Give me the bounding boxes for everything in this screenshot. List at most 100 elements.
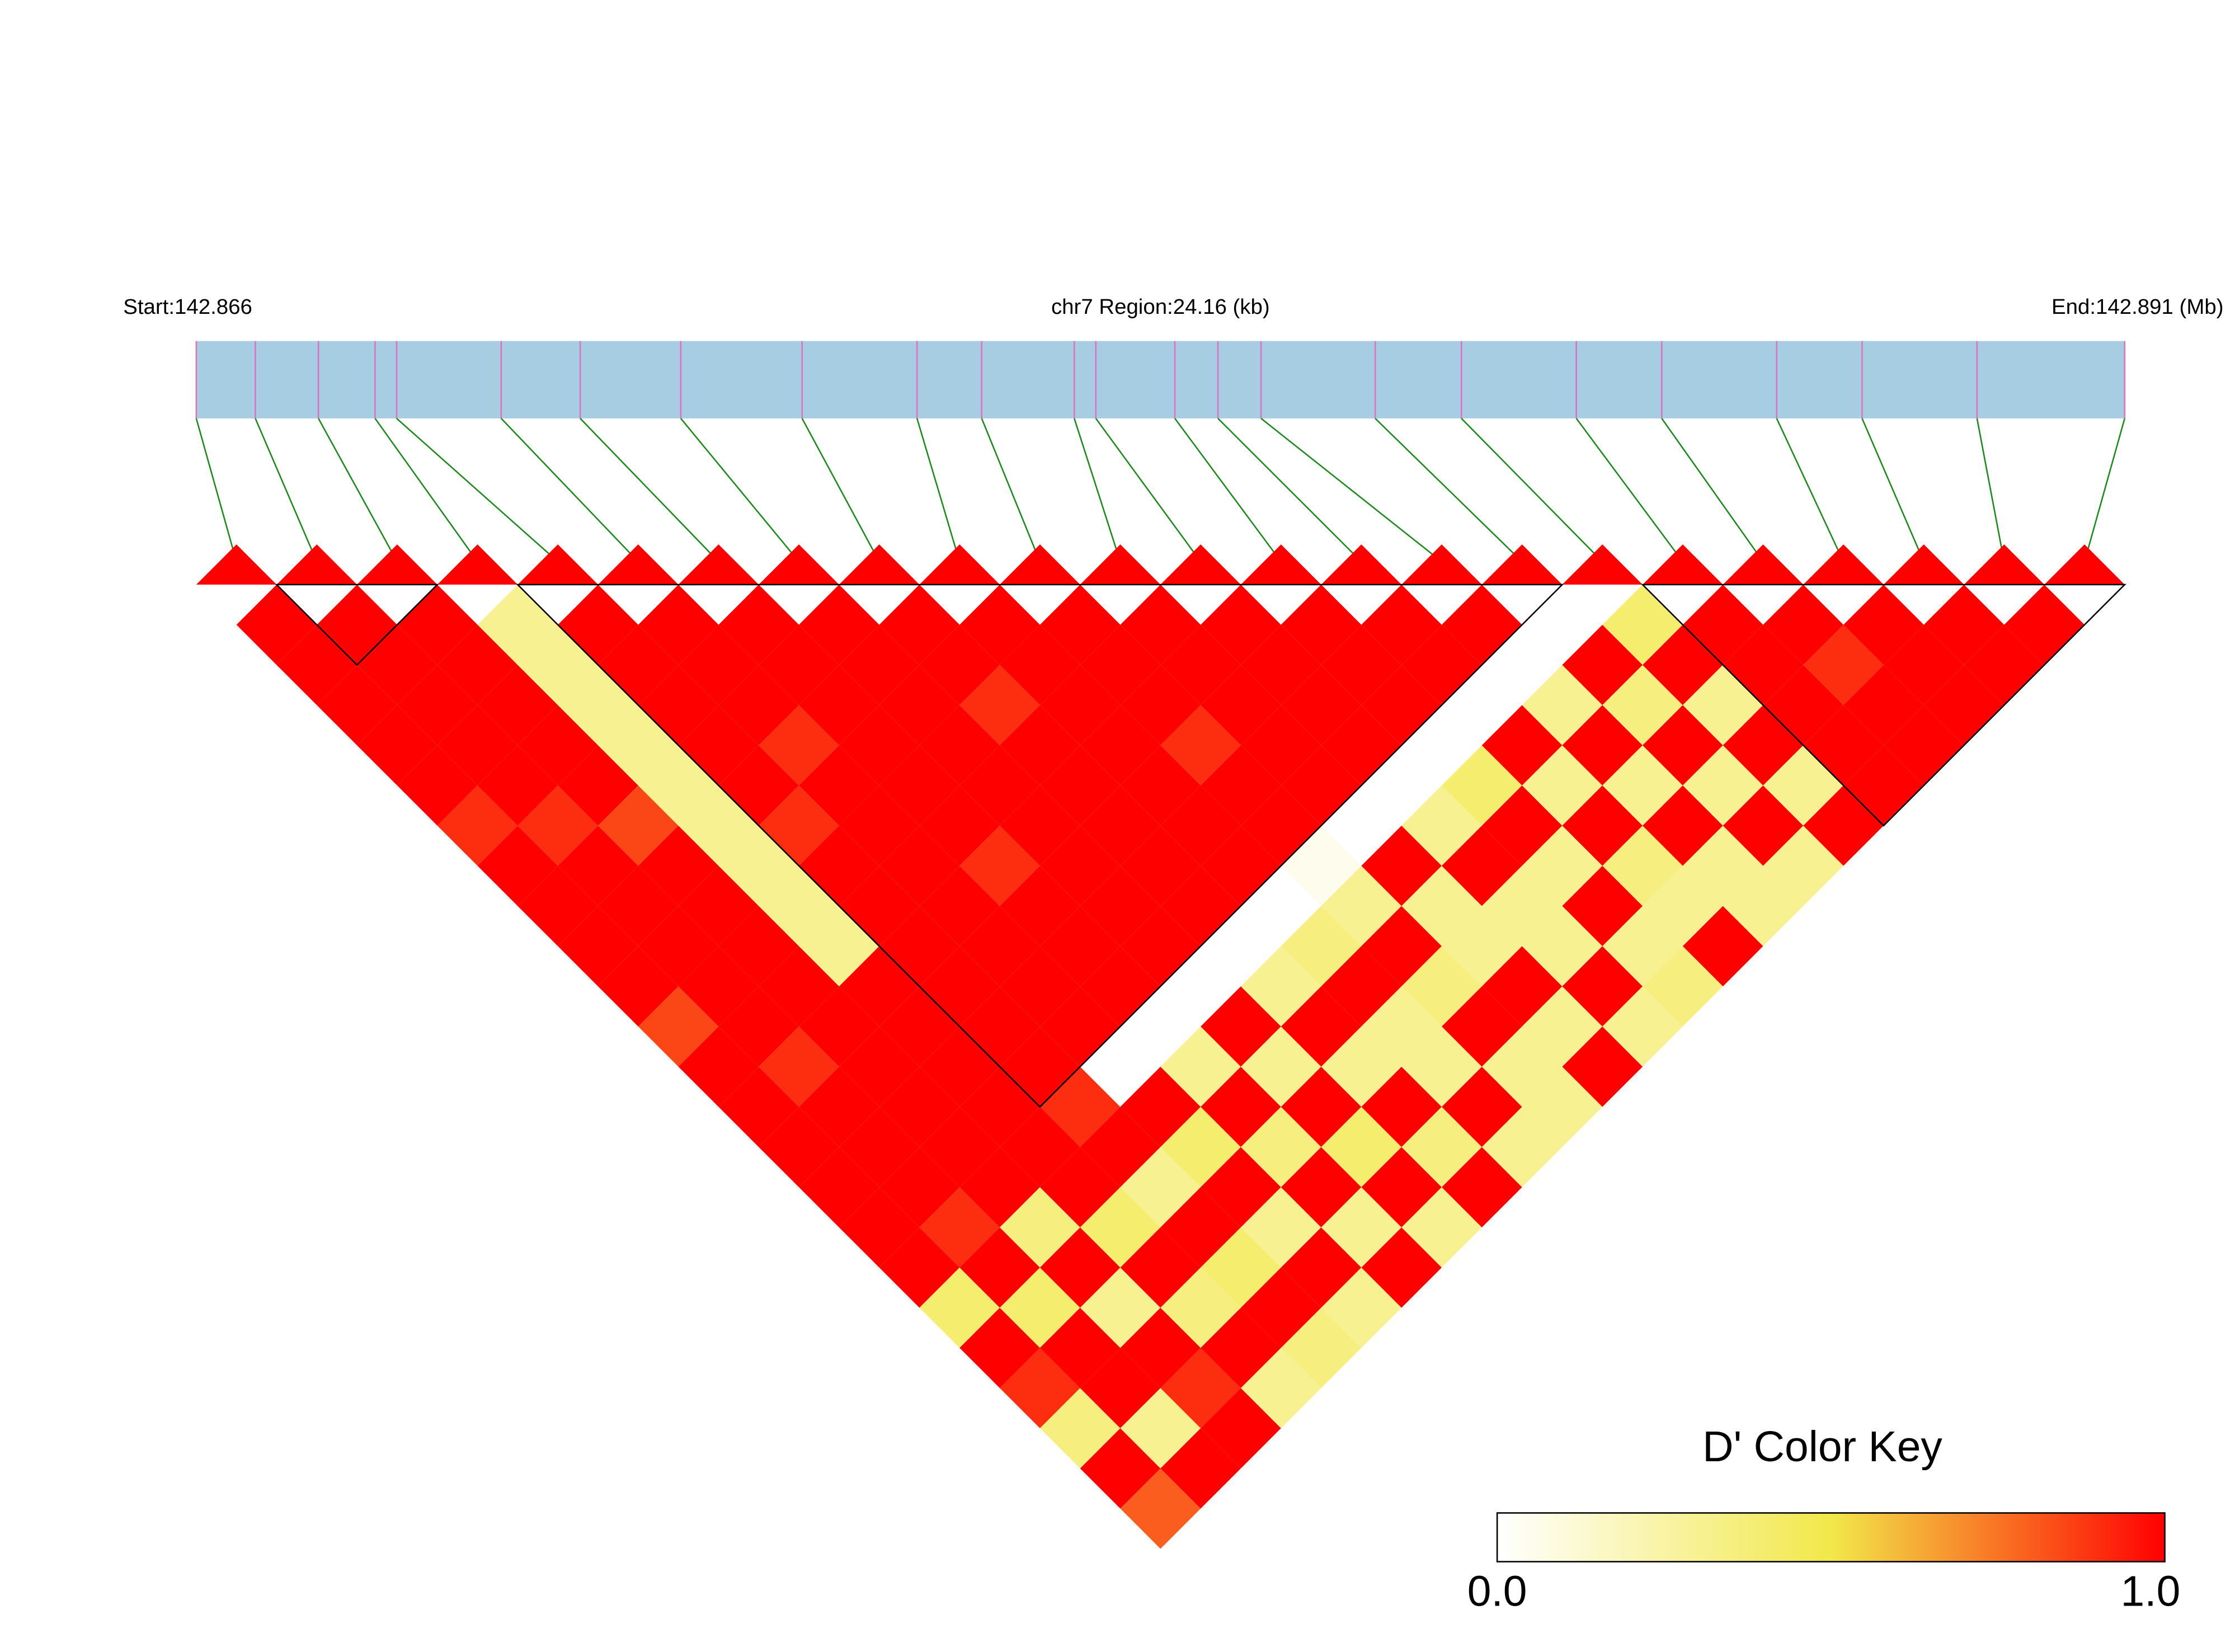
ld-cell — [1522, 906, 1603, 987]
ld-cell — [1120, 665, 1201, 746]
ld-cell — [1562, 785, 1643, 866]
ld-cell — [1000, 946, 1080, 1027]
ld-cell — [1401, 1187, 1482, 1268]
ld-cell — [1039, 665, 1121, 746]
ld-cell — [1803, 624, 1884, 705]
diagonal-tooth — [437, 544, 518, 585]
ld-cell — [1281, 665, 1362, 746]
diagonal-tooth — [1000, 544, 1080, 585]
ld-cell — [1883, 624, 1964, 705]
ld-cell — [1120, 1147, 1201, 1227]
ld-cell — [1120, 1227, 1201, 1308]
ld-cell — [437, 785, 518, 866]
ld-cell — [1201, 584, 1281, 665]
ld-cell — [1682, 906, 1763, 987]
snp-connector — [1217, 418, 1362, 562]
ld-cell — [959, 1227, 1040, 1308]
ld-cell — [1201, 1147, 1281, 1227]
ld-cell — [1120, 584, 1201, 665]
ld-cell — [678, 946, 759, 1027]
snp-connector — [1375, 418, 1523, 562]
snp-connector — [1976, 418, 2005, 562]
ld-cell — [1201, 1066, 1281, 1147]
snp-connector — [1074, 418, 1121, 562]
ld-cell — [1361, 1227, 1442, 1308]
ld-cell — [1562, 705, 1643, 786]
ld-cell — [1120, 1468, 1201, 1549]
snp-connector — [580, 418, 719, 562]
ld-cell — [759, 1107, 839, 1188]
ld-cell — [919, 785, 1000, 866]
ld-cell — [1201, 665, 1281, 746]
ld-cell — [1120, 1066, 1201, 1147]
diagonal-tooth — [276, 544, 357, 585]
diagonal-tooth — [597, 544, 679, 585]
ld-cell — [678, 785, 759, 866]
key-title: D' Color Key — [1702, 1423, 1942, 1471]
snp-connector — [374, 418, 478, 562]
ld-cell — [1361, 1066, 1442, 1147]
ld-cell — [879, 986, 960, 1067]
ld-cell — [1160, 785, 1241, 866]
key-tick-label: 1.0 — [2121, 1568, 2181, 1616]
ld-cell — [879, 665, 960, 746]
ld-cell — [1361, 906, 1442, 987]
ld-cell — [959, 584, 1040, 665]
ld-cell — [1201, 1388, 1281, 1469]
ld-cell — [839, 624, 920, 705]
snp-connector — [318, 418, 398, 562]
ld-cell — [879, 1227, 960, 1308]
ld-cell — [1281, 986, 1362, 1067]
ld-cell — [1843, 665, 1924, 746]
ld-cell — [919, 1267, 1000, 1348]
ld-block — [516, 583, 1564, 1108]
ld-cell — [1240, 705, 1321, 786]
diagonal-tooth — [1160, 544, 1241, 585]
start-label: Start:142.866 — [123, 295, 252, 319]
ld-cell — [1120, 1307, 1201, 1389]
ld-cell — [1281, 745, 1362, 826]
ld-cell — [1442, 825, 1522, 906]
diagonal-tooth — [839, 544, 920, 585]
ld-cell — [1039, 1227, 1121, 1308]
ld-cell — [477, 745, 558, 826]
ld-cell — [517, 785, 598, 866]
ld-cell — [1160, 1267, 1241, 1348]
ld-cell — [1000, 1267, 1080, 1348]
ld-cell — [1843, 584, 1924, 665]
snp-connector — [1095, 418, 1202, 562]
ld-cell — [1240, 1107, 1321, 1188]
ld-cell — [597, 946, 679, 1027]
snp-connector — [1776, 418, 1845, 562]
ld-cell — [678, 865, 759, 947]
ld-cell — [1000, 1348, 1080, 1429]
diagonal-tooth — [919, 544, 1000, 585]
ld-cell — [1120, 745, 1201, 826]
ld-cell — [1240, 1348, 1321, 1429]
ld-cell — [1160, 946, 1241, 1027]
color-key — [1496, 1512, 2166, 1562]
ld-cell — [1160, 1187, 1241, 1268]
ld-cell — [1160, 1348, 1241, 1429]
ld-cell — [919, 624, 1000, 705]
ld-cell — [879, 745, 960, 826]
ld-cell — [1281, 1066, 1362, 1147]
ld-cell — [1039, 906, 1121, 987]
diagonal-tooth — [1643, 544, 1723, 585]
diagonal-tooth — [1321, 544, 1402, 585]
ld-cell — [1923, 584, 2005, 665]
ld-cell — [597, 705, 679, 786]
diagonal-tooth — [1964, 544, 2045, 585]
ld-cell — [1000, 624, 1080, 705]
snp-connector — [1174, 418, 1282, 562]
ld-cell — [1522, 665, 1603, 746]
ld-cell — [1562, 624, 1643, 705]
ld-cell — [1321, 1267, 1402, 1348]
ld-cell — [1160, 705, 1241, 786]
ld-cell — [1361, 584, 1442, 665]
diagonal-tooth — [1080, 544, 1161, 585]
ld-cell — [1682, 825, 1763, 906]
ld-cell — [1442, 1147, 1522, 1227]
ld-cell — [1080, 946, 1161, 1027]
